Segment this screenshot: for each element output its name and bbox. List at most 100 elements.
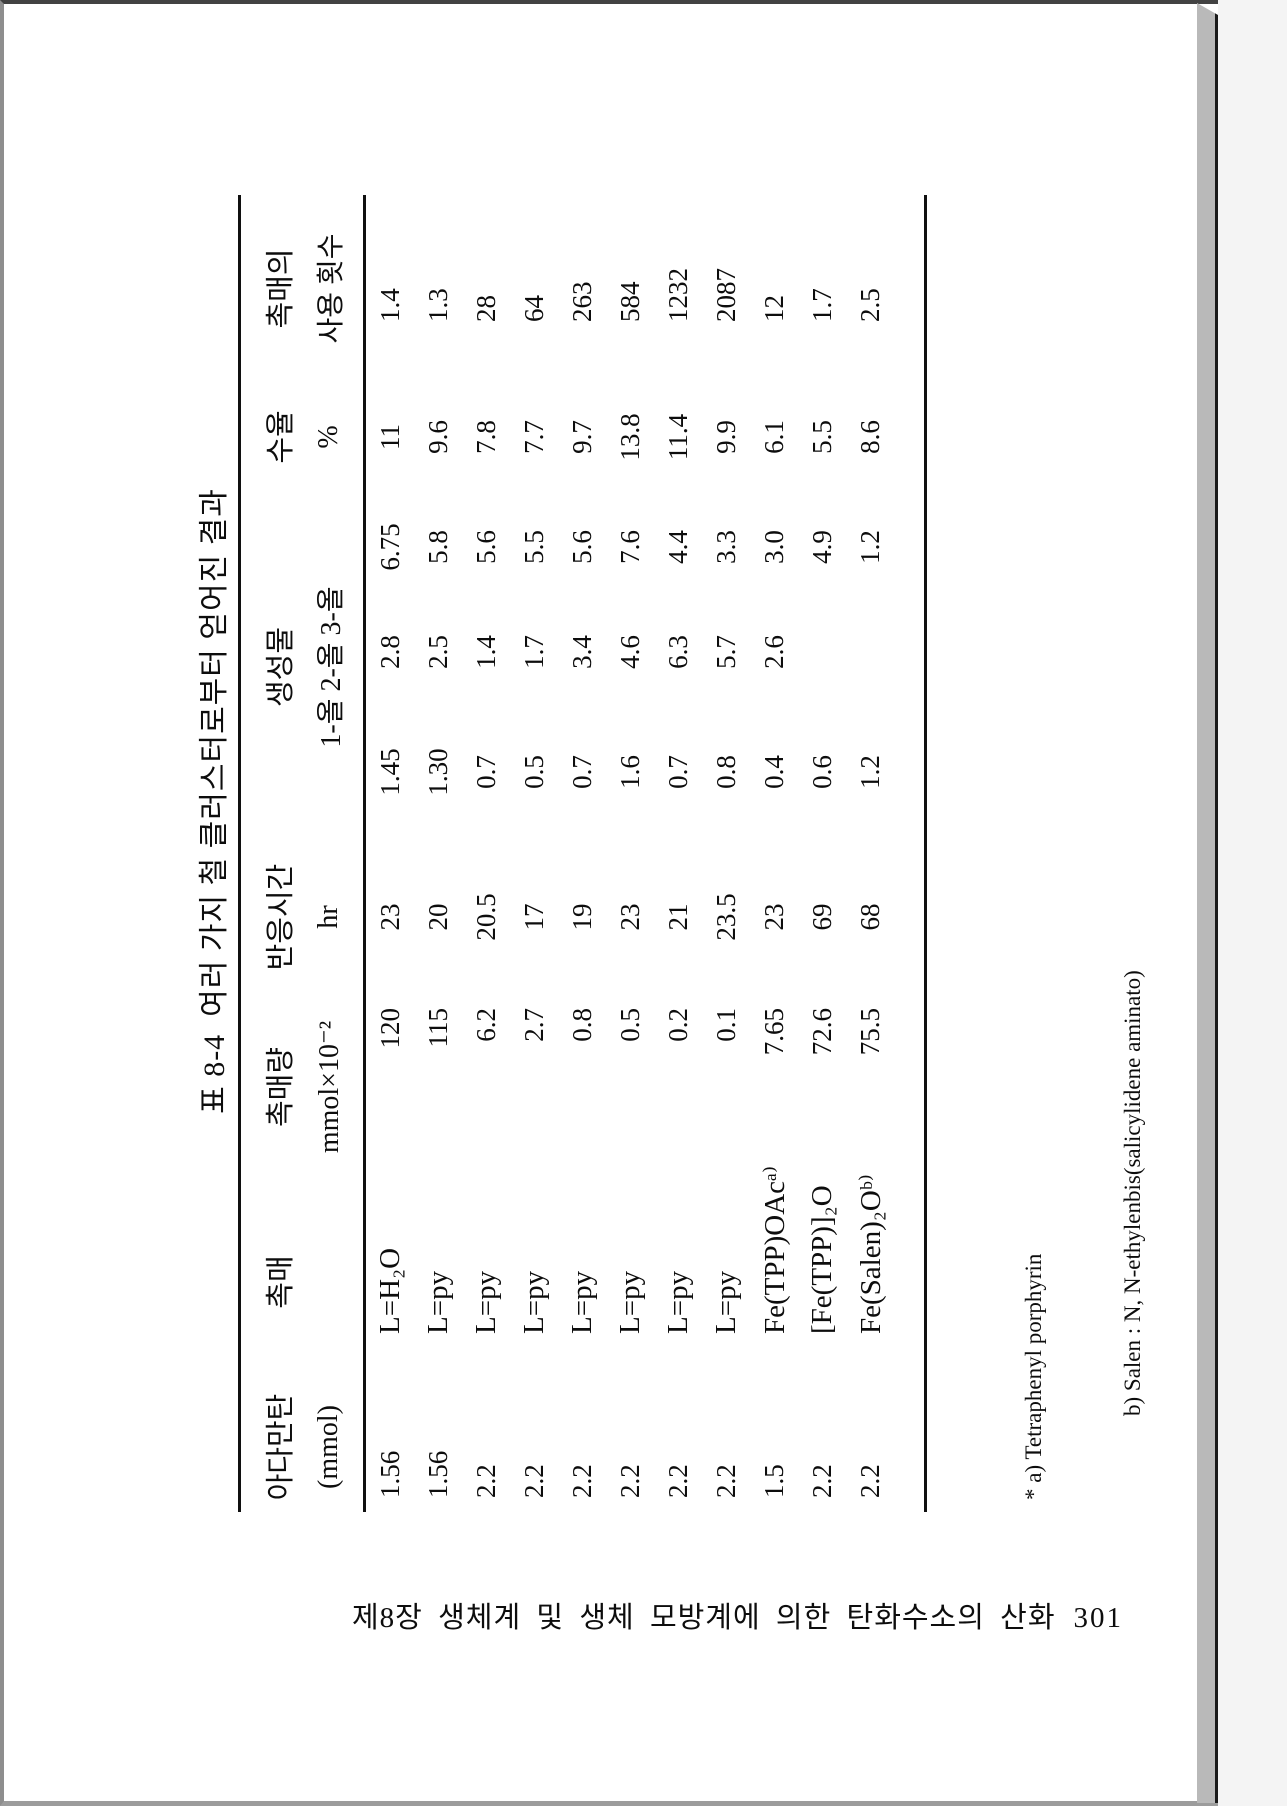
cell-catalyst: L=py — [613, 1270, 646, 1334]
header-catalyst-spacer — [303, 1182, 365, 1382]
table-row: 2.2 L=py 0.5 23 1.6 4.6 7.6 13.8 584 — [606, 195, 654, 1512]
cell-yield: 5.5 — [806, 420, 837, 454]
cell-yield: 6.1 — [758, 420, 789, 454]
cell-catalyst: L=py — [565, 1270, 598, 1334]
cell-time: 20.5 — [470, 893, 501, 941]
book-page-edge — [1197, 3, 1218, 1803]
cell-adamantane: 2.2 — [518, 1464, 549, 1498]
cell-time: 19 — [566, 903, 597, 931]
cell-time: 69 — [806, 903, 837, 931]
cell-adamantane: 2.2 — [470, 1464, 501, 1498]
cell-adamantane: 2.2 — [854, 1464, 885, 1498]
cell-yield: 8.6 — [854, 420, 885, 454]
cell-ol3: 3.3 — [710, 530, 741, 564]
cell-time: 17 — [518, 903, 549, 931]
cell-ol1: 0.4 — [758, 755, 789, 789]
header-product: 생성물 — [265, 626, 297, 708]
cell-amount: 115 — [422, 1008, 453, 1048]
cell-turnover: 1.4 — [374, 288, 405, 322]
cell-ol2: 6.3 — [662, 635, 693, 669]
table-row: 1.56 L=H₂O 120 23 1.45 2.8 6.75 11 1.4 — [365, 195, 415, 1512]
cell-ol1: 0.8 — [710, 755, 741, 789]
cell-turnover: 584 — [614, 281, 645, 322]
header-turnover-line1: 촉매의 — [265, 248, 297, 329]
cell-time: 23 — [758, 903, 789, 931]
header-time-unit: hr — [303, 842, 365, 992]
cell-ol3: 6.75 — [374, 523, 405, 571]
cell-yield: 7.8 — [470, 420, 501, 454]
cell-yield: 11.4 — [662, 413, 693, 461]
header-yield: 수율 — [265, 410, 297, 464]
cell-adamantane: 1.5 — [758, 1464, 789, 1498]
cell-yield: 13.8 — [614, 413, 645, 461]
table-row: 1.56 L=py 115 20 1.30 2.5 5.8 9.6 1.3 — [414, 195, 462, 1512]
cell-ol1: 0.7 — [662, 755, 693, 789]
table-body: 1.56 L=H₂O 120 23 1.45 2.8 6.75 11 1.4 1.56 L=py 11… — [365, 195, 926, 1512]
cell-yield: 9.9 — [710, 420, 741, 454]
cell-yield: 9.6 — [422, 420, 453, 454]
page-footer: 제8장 생체계 및 생체 모방계에 의한 탄화수소의 산화 301 — [352, 1594, 1123, 1636]
cell-catalyst: L=py — [421, 1270, 454, 1334]
cell-time: 23 — [374, 903, 405, 931]
cell-time: 23.5 — [710, 893, 741, 941]
cell-ol2: 2.6 — [758, 635, 789, 669]
cell-turnover: 1.7 — [806, 288, 837, 322]
cell-ol1: 0.5 — [518, 755, 549, 789]
cell-catalyst: Fe(Salen)₂Oᵇ⁾ — [854, 1174, 887, 1334]
cell-ol1: 0.7 — [470, 755, 501, 789]
cell-catalyst: L=py — [469, 1270, 502, 1334]
cell-time: 23 — [614, 903, 645, 931]
cell-turnover: 64 — [518, 294, 549, 322]
cell-turnover: 2.5 — [854, 288, 885, 322]
cell-ol3: 5.8 — [422, 530, 453, 564]
footnote-b: b) Salen : N, N-ethylenbis(salicylidene … — [1120, 970, 1145, 1416]
table-row: 2.2 L=py 2.7 17 0.5 1.7 5.5 7.7 64 — [510, 195, 558, 1512]
cell-catalyst: [Fe(TPP)]₂O — [805, 1185, 838, 1334]
cell-ol2: 5.7 — [710, 635, 741, 669]
footnotes: * a) Tetraphenyl porphyrin b) Salen : N,… — [951, 195, 1215, 1512]
cell-amount: 7.65 — [758, 1008, 789, 1056]
cell-ol3: 5.6 — [566, 530, 597, 564]
cell-ol1: 1.45 — [374, 748, 405, 796]
cell-time: 21 — [662, 903, 693, 931]
cell-adamantane: 2.2 — [566, 1464, 597, 1498]
table-title: 표 8-4 여러 가지 철 클러스터로부터 얻어진 결과 — [198, 488, 231, 1114]
cell-ol2: 4.6 — [614, 635, 645, 669]
cell-amount: 75.5 — [854, 1008, 885, 1056]
cell-turnover: 12 — [758, 294, 789, 322]
cell-ol2: 2.5 — [422, 635, 453, 669]
cell-ol2: 3.4 — [566, 635, 597, 669]
cell-ol3: 7.6 — [614, 530, 645, 564]
cell-ol2: 1.4 — [470, 635, 501, 669]
cell-yield: 11 — [374, 423, 405, 450]
table-row: 2.2 L=py 0.8 19 0.7 3.4 5.6 9.7 263 — [558, 195, 606, 1512]
cell-turnover: 1232 — [662, 267, 693, 322]
cell-catalyst: L=py — [709, 1270, 742, 1334]
cell-adamantane: 2.2 — [806, 1464, 837, 1498]
cell-adamantane: 2.2 — [710, 1464, 741, 1498]
table-bottom-spacer — [894, 195, 926, 1512]
cell-turnover: 28 — [470, 294, 501, 322]
cell-ol3: 3.0 — [758, 530, 789, 564]
header-amount: 촉매량 — [265, 1046, 297, 1128]
book-page-sheet — [0, 0, 1218, 1806]
cell-ol2 — [798, 602, 846, 702]
table-row: 1.5 Fe(TPP)OAcᵃ⁾ 7.65 23 0.4 2.6 3.0 6.1 12 — [750, 195, 798, 1512]
header-time: 반응시간 — [265, 863, 297, 971]
cell-ol1: 0.7 — [566, 755, 597, 789]
cell-amount: 0.5 — [614, 1008, 645, 1042]
cell-amount: 0.1 — [710, 1008, 741, 1042]
cell-turnover: 1.3 — [422, 288, 453, 322]
table-row: 2.2 L=py 0.1 23.5 0.8 5.7 3.3 9.9 2087 — [702, 195, 750, 1512]
cell-amount: 6.2 — [470, 1008, 501, 1042]
cell-catalyst: L=py — [517, 1270, 550, 1334]
cell-ol1: 0.6 — [806, 755, 837, 789]
footer-text: 제8장 생체계 및 생체 모방계에 의한 탄화수소의 산화 — [352, 1602, 1056, 1634]
cell-adamantane: 2.2 — [662, 1464, 693, 1498]
cell-ol3: 4.4 — [662, 530, 693, 564]
header-adamantane: 아다만탄 — [265, 1393, 297, 1501]
cell-ol3: 1.2 — [854, 530, 885, 564]
cell-adamantane: 1.56 — [422, 1450, 453, 1498]
footnote-a: * a) Tetraphenyl porphyrin — [1021, 1253, 1046, 1500]
